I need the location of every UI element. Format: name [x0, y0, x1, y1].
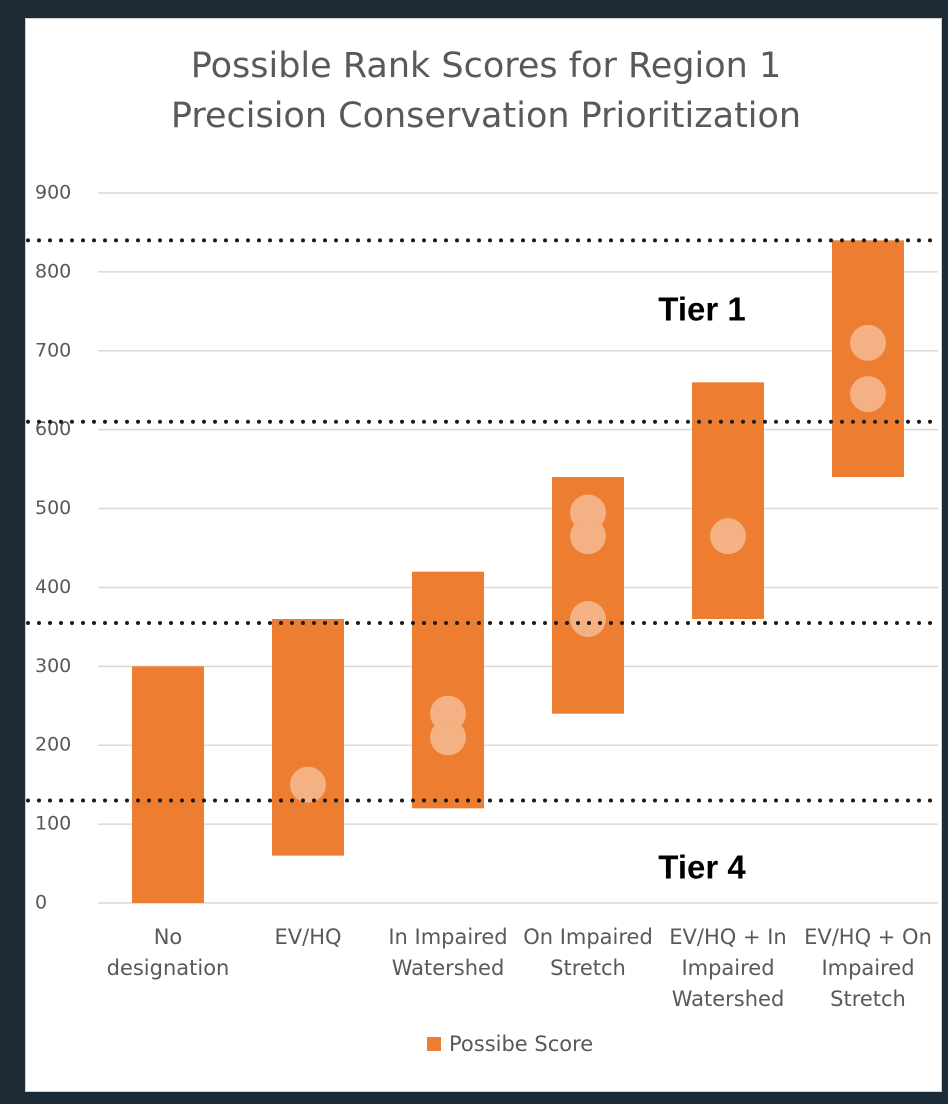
bar — [132, 666, 204, 903]
y-tick-label: 500 — [35, 497, 71, 519]
score-point — [570, 601, 606, 637]
x-tick-label: In Impaired Watershed — [378, 922, 518, 984]
x-tick-label: EV/HQ — [238, 922, 378, 953]
chart-title: Precision Conservation Prioritization — [171, 96, 801, 136]
y-tick-label: 900 — [35, 182, 71, 204]
legend-swatch — [427, 1037, 441, 1051]
y-tick-label: 400 — [35, 576, 71, 598]
tier-label: Tier 1 — [658, 291, 745, 328]
x-tick-label: EV/HQ + On Impaired Stretch — [798, 922, 938, 1015]
score-point — [850, 325, 886, 361]
y-tick-label: 700 — [35, 339, 71, 361]
screen: Possible Rank Scores for Region 1 Precis… — [0, 0, 948, 1104]
score-point — [850, 376, 886, 412]
x-tick-label: No designation — [98, 922, 238, 984]
bar — [412, 572, 484, 809]
score-point — [570, 518, 606, 554]
x-tick-label: EV/HQ + In Impaired Watershed — [658, 922, 798, 1015]
score-point — [430, 719, 466, 755]
y-tick-label: 800 — [35, 260, 71, 282]
y-tick-label: 300 — [35, 655, 71, 677]
legend-label: Possibe Score — [449, 1032, 593, 1056]
y-tick-label: 200 — [35, 734, 71, 756]
tier-label: Tier 4 — [658, 849, 746, 886]
score-point — [290, 767, 326, 803]
chart-title: Possible Rank Scores for Region 1 — [191, 46, 782, 86]
y-tick-label: 100 — [35, 813, 71, 835]
score-point — [710, 518, 746, 554]
y-tick-label: 0 — [35, 892, 47, 914]
x-tick-label: On Impaired Stretch — [518, 922, 658, 984]
bar — [692, 382, 764, 619]
bar — [272, 619, 344, 856]
